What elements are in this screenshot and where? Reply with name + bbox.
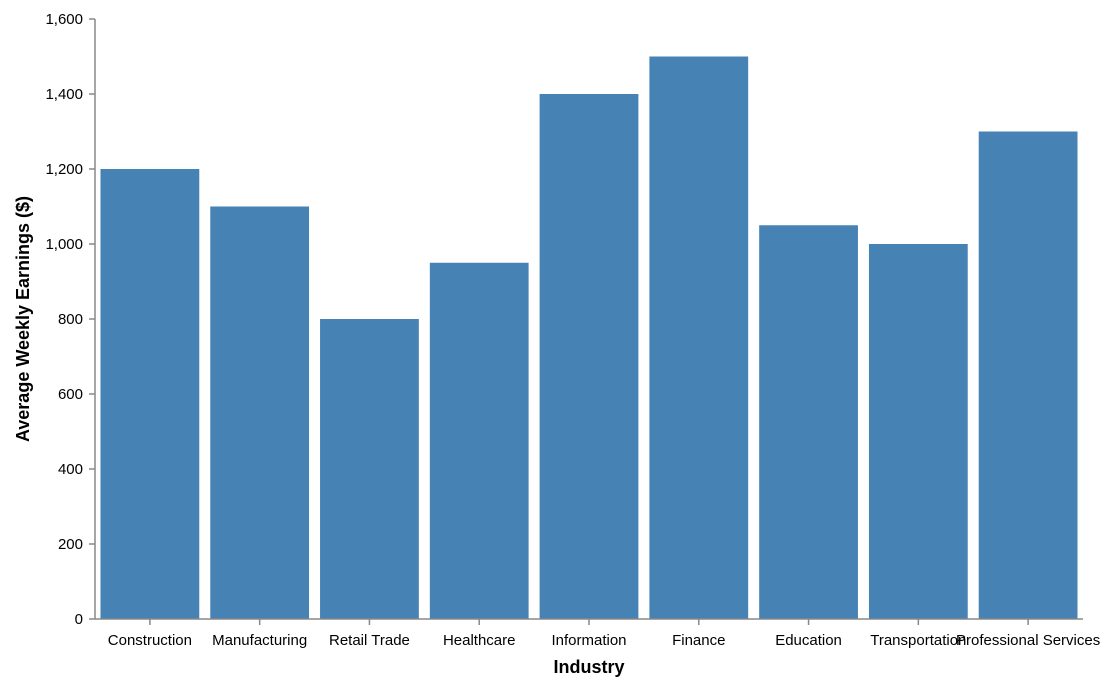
y-tick-label: 200	[58, 536, 83, 553]
y-axis: 0 200 400 600 800 1,000 1,200 1,400 1,600	[45, 11, 96, 628]
y-tick-label: 600	[58, 386, 83, 403]
bar-construction	[100, 169, 200, 619]
x-tick-label: Professional Services	[956, 632, 1100, 649]
x-tick-label: Construction	[108, 632, 192, 649]
x-axis: Construction Manufacturing Retail Trade Hea…	[95, 618, 1100, 649]
x-tick-label: Retail Trade	[329, 632, 410, 649]
bar-transportation	[868, 244, 968, 619]
y-tick-label: 1,600	[45, 11, 83, 28]
y-tick-label: 0	[75, 611, 83, 628]
x-tick-label: Education	[775, 632, 842, 649]
x-tick-label: Information	[551, 632, 626, 649]
bar-professional-services	[978, 131, 1078, 619]
y-tick-label: 1,000	[45, 236, 83, 253]
x-tick-label: Manufacturing	[212, 632, 307, 649]
bar-healthcare	[429, 262, 529, 619]
x-tick-label: Finance	[672, 632, 725, 649]
y-tick-label: 400	[58, 461, 83, 478]
x-axis-title: Industry	[553, 657, 624, 677]
bar-finance	[649, 56, 749, 619]
y-tick-label: 1,400	[45, 86, 83, 103]
bars-group	[100, 56, 1078, 619]
y-tick-label: 800	[58, 311, 83, 328]
y-tick-label: 1,200	[45, 161, 83, 178]
bar-retail-trade	[320, 319, 419, 619]
bar-manufacturing	[210, 206, 310, 619]
x-tick-label: Healthcare	[443, 632, 516, 649]
bar-information	[539, 94, 639, 619]
y-axis-title: Average Weekly Earnings ($)	[13, 196, 33, 442]
bar-education	[759, 225, 858, 619]
x-tick-label: Transportation	[870, 632, 966, 649]
